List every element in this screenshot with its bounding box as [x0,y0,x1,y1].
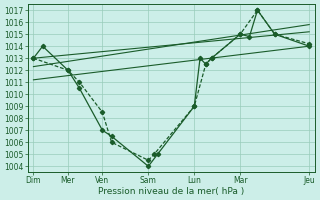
X-axis label: Pression niveau de la mer( hPa ): Pression niveau de la mer( hPa ) [98,187,244,196]
